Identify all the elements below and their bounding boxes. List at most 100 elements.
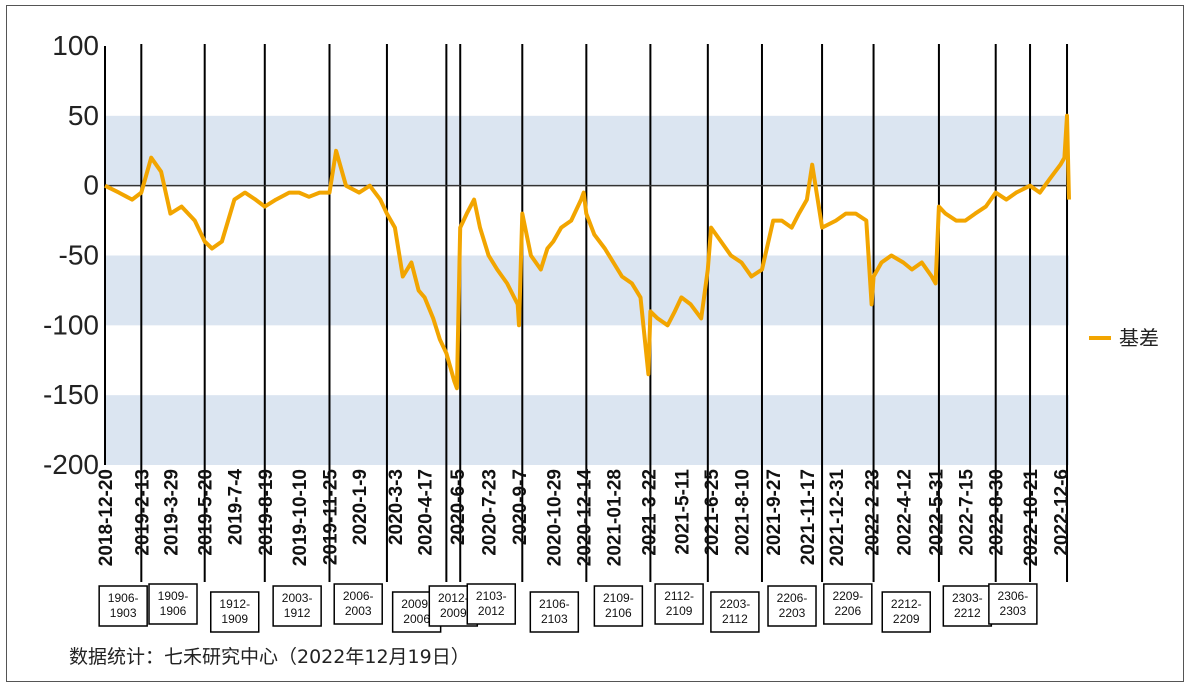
contract-label-text: 1912- — [219, 597, 250, 611]
contract-label-box — [593, 585, 644, 627]
series-layer — [104, 113, 1071, 391]
x-tick-labels: 2018-12-20 2019-2-13 2019-3-29 2019-5-20 201… — [96, 469, 1072, 567]
contract-label: 1906-1903 — [98, 585, 148, 627]
contract-label: 2006-2003 — [333, 583, 383, 625]
contract-label-box — [148, 583, 198, 625]
contract-label-box — [333, 583, 383, 625]
x-tick-label: 2021-01-28 — [604, 469, 625, 566]
x-tick-label: 2019-5-20 — [196, 469, 217, 556]
x-tick-label: 2018-12-20 — [96, 469, 117, 566]
contract-label-text: 1912 — [284, 606, 311, 620]
contract-label-box — [988, 583, 1038, 625]
contract-label-box — [881, 591, 931, 633]
source-note: 数据统计：七禾研究中心（2022年12月19日） — [69, 646, 470, 668]
contract-label: 2212-2209 — [881, 591, 931, 633]
contract-label-text: 2209 — [893, 612, 920, 626]
x-tick-label: 2021-11-17 — [798, 469, 819, 565]
x-tick-label: 2019-3-29 — [161, 469, 182, 556]
contract-label-text: 2106- — [539, 597, 570, 611]
contract-label-text: 2006- — [343, 589, 374, 603]
legend: 基差 — [1089, 326, 1159, 350]
x-tick-label: 2022-8-30 — [987, 469, 1008, 556]
contract-label-text: 2303- — [952, 591, 983, 605]
contract-label: 2109-2106 — [593, 585, 644, 627]
y-tick-label: 100 — [52, 30, 99, 61]
contract-label: 2103-2012 — [466, 583, 517, 625]
x-tick-label: 2020-1-9 — [350, 469, 371, 545]
contract-label-text: 2103- — [476, 589, 507, 603]
contract-label-box — [272, 585, 322, 627]
x-tick-label: 2019-10-10 — [290, 469, 311, 566]
y-tick-label: 50 — [68, 100, 99, 131]
x-tick-label: 2020-6-5 — [448, 469, 469, 545]
contract-label-text: 2212- — [891, 597, 922, 611]
contract-label-text: 1906- — [108, 591, 139, 605]
axes — [104, 46, 1069, 465]
contract-label: 1912-1909 — [209, 591, 260, 633]
y-tick-label: 0 — [83, 170, 99, 201]
contract-label-text: 1909 — [221, 612, 248, 626]
contract-label: 1909-1906 — [148, 583, 198, 625]
contract-label-text: 2112- — [664, 589, 694, 603]
contract-label: 2206-2203 — [767, 585, 817, 627]
y-tick-label: -50 — [59, 240, 99, 271]
contract-label-text: 2209- — [832, 589, 863, 603]
contract-label-text: 2006 — [403, 612, 430, 626]
x-tick-label: 2021-8-10 — [733, 469, 754, 556]
x-tick-label: 2020-7-23 — [480, 469, 501, 556]
legend-label: 基差 — [1119, 326, 1159, 350]
x-tick-label: 2019-2-13 — [132, 469, 153, 556]
contract-label-text: 2212 — [954, 606, 981, 620]
y-tick-label: -150 — [43, 379, 99, 410]
x-tick-label: 2021-3-22 — [639, 469, 660, 556]
contract-label-text: 2009- — [401, 597, 432, 611]
contract-label-text: 2112 — [722, 612, 748, 626]
x-tick-label: 2020-3-3 — [386, 469, 407, 545]
x-tick-label: 2020-9-7 — [510, 469, 531, 545]
contract-label-text: 2109- — [603, 591, 634, 605]
contract-label-text: 2203 — [779, 606, 806, 620]
y-tick-label: -200 — [43, 449, 99, 480]
series-line-basis — [104, 113, 1071, 391]
basis-line-chart: 100 50 0 -50 -100 -150 -200 2018-12-20 2019-2-1… — [43, 30, 1159, 668]
contract-label-text: 2003- — [282, 591, 313, 605]
contract-label-box — [823, 583, 873, 625]
contract-label-text: 2109 — [666, 604, 693, 618]
x-tick-label: 2019-8-19 — [256, 469, 277, 556]
contract-label: 2209-2206 — [823, 583, 873, 625]
contract-label-text: 2012- — [438, 591, 469, 605]
contract-label-box — [942, 585, 993, 627]
x-tick-label: 2022-2-23 — [863, 469, 884, 556]
x-tick-label: 2022-4-12 — [894, 469, 915, 556]
contract-label: 2112-2109 — [654, 583, 704, 625]
y-tick-label: -100 — [43, 309, 99, 340]
contract-label-text: 2306- — [998, 589, 1029, 603]
chart-frame: 100 50 0 -50 -100 -150 -200 2018-12-20 2019-2-1… — [6, 5, 1184, 682]
x-tick-label: 2020-10-29 — [544, 469, 565, 566]
x-tick-label: 2022-10-21 — [1021, 469, 1042, 567]
contract-label-text: 2003 — [345, 604, 372, 618]
contract-label: 2203-2112 — [710, 591, 760, 633]
contract-label: 2003-1912 — [272, 585, 322, 627]
contract-label-text: 2106 — [605, 606, 632, 620]
x-tick-label: 2021-9-27 — [764, 469, 785, 556]
x-tick-label: 2022-12-6 — [1051, 469, 1072, 556]
x-tick-label: 2022-7-15 — [956, 469, 977, 556]
x-tick-label: 2022-5-31 — [927, 469, 948, 556]
contract-switch-lines — [140, 44, 1069, 582]
x-tick-label: 2019-7-4 — [225, 469, 246, 545]
contract-label-box — [209, 591, 260, 633]
contract-label-text: 2303 — [1000, 604, 1027, 618]
contract-label-box — [767, 585, 817, 627]
contract-label: 2306-2303 — [988, 583, 1038, 625]
contract-label-box — [98, 585, 148, 627]
contract-label-text: 2206- — [777, 591, 808, 605]
x-tick-label: 2021-5-11 — [672, 469, 693, 555]
contract-label-text: 2203- — [720, 597, 751, 611]
x-tick-label: 2020-4-17 — [416, 469, 437, 556]
x-tick-label: 2021-6-25 — [702, 469, 723, 556]
contract-label-box — [654, 583, 704, 625]
y-tick-labels: 100 50 0 -50 -100 -150 -200 — [43, 30, 99, 480]
x-tick-label: 2021-12-31 — [827, 469, 848, 567]
contract-label: 2106-2103 — [529, 591, 580, 633]
